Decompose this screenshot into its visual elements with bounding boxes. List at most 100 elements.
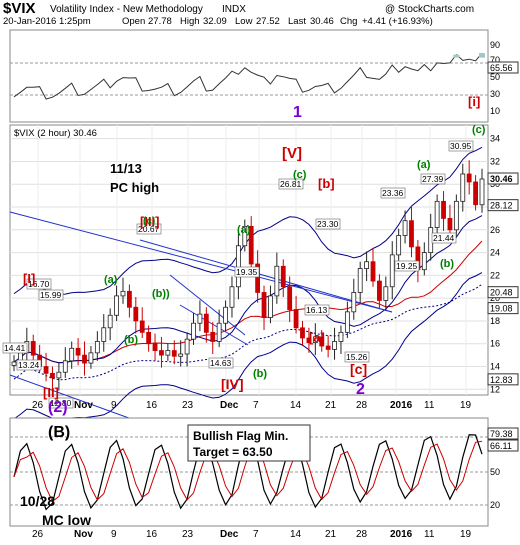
candle-body <box>434 200 440 228</box>
x-label-bottom: 14 <box>290 529 302 540</box>
value-label: 12.80 <box>50 398 72 408</box>
open-label: Open <box>122 16 145 27</box>
candle-body <box>248 225 254 265</box>
x-label: 16 <box>146 400 158 411</box>
price-label-box <box>487 373 519 386</box>
x-label-bottom: 23 <box>182 529 194 540</box>
candle-body <box>287 286 293 310</box>
rsi-label-50: 50 <box>490 72 500 82</box>
x-axis-labels: 26 Nov 9 16 23 Dec 7 14 21 28 2016 11 19 <box>32 400 472 411</box>
price-label-box <box>487 302 519 315</box>
wave-label: (b) <box>124 334 138 346</box>
flag-line-lower <box>179 304 249 346</box>
candle-body <box>319 336 325 347</box>
wave-labels: [I] (a)(b)[II][III](c)(b))(a)[IV](b)[V](c… <box>23 94 486 400</box>
x-label-bottom: 19 <box>460 529 472 540</box>
value-label: 15.26 <box>346 352 368 362</box>
candle-body <box>203 313 209 333</box>
candle-body <box>473 181 478 206</box>
x-label-bottom: 16 <box>146 529 158 540</box>
candle-body <box>409 220 414 248</box>
value-label-box <box>48 397 74 409</box>
stoch-label-20: 20 <box>490 500 500 510</box>
value-label-box <box>2 342 28 354</box>
x-label-bottom: 26 <box>32 529 44 540</box>
value-label-box <box>16 359 42 371</box>
candle-body <box>344 311 350 333</box>
price-label-box <box>487 172 519 185</box>
candle-body <box>216 322 222 342</box>
price-label: 30.46 <box>490 174 513 184</box>
source: @ StockCharts.com <box>385 4 474 15</box>
candle-body <box>107 314 113 329</box>
price-label: 20.48 <box>490 288 513 298</box>
candle-body <box>453 200 459 231</box>
wave-label: [i] <box>468 94 480 109</box>
candle-body <box>370 261 376 282</box>
candle-body <box>293 309 299 329</box>
x-label-bottom: 2016 <box>390 529 413 540</box>
candle-body <box>338 331 344 342</box>
candle-body <box>441 200 446 219</box>
rsi-label-70: 70 <box>490 55 500 65</box>
value-label-box <box>304 304 330 316</box>
mc-low-date: 10/28 <box>20 493 55 509</box>
value-label-box <box>136 223 162 235</box>
x-label-bottom: 11 <box>424 529 435 540</box>
value-label: 14.63 <box>210 358 232 368</box>
x-label: 21 <box>325 400 337 411</box>
x-label: 19 <box>460 400 472 411</box>
x-label: Nov <box>74 400 93 411</box>
wave-label: (a) <box>237 224 251 236</box>
value-label-box <box>394 260 420 272</box>
value-label: 20.67 <box>138 224 160 234</box>
x-axis-labels-bottom: 26 Nov 9 16 23 Dec 7 14 21 28 2016 11 19 <box>32 529 472 540</box>
upper-band <box>13 146 483 295</box>
y-tick-16: 16 <box>490 339 500 349</box>
candle-body <box>479 178 485 206</box>
wave-label: [III] <box>140 214 160 229</box>
x-label: 26 <box>32 400 44 411</box>
wave-label: [a] <box>309 330 325 345</box>
candle-body <box>126 290 132 308</box>
date: 20-Jan-2016 1:25pm <box>3 16 91 27</box>
value-label-box <box>38 289 64 301</box>
y-tick-24: 24 <box>490 248 500 258</box>
y-tick-18: 18 <box>490 316 500 326</box>
wave-label: [IV] <box>221 376 244 392</box>
rsi-label-30: 30 <box>490 89 500 99</box>
x-label: 11 <box>424 400 435 411</box>
candle-body <box>235 245 241 288</box>
x-label-bottom: Dec <box>220 529 239 540</box>
value-label-box <box>431 232 457 244</box>
value-label: 23.36 <box>382 188 404 198</box>
bullish-flag-line1: Bullish Flag Min. <box>193 429 288 443</box>
candle-body <box>30 341 36 356</box>
rsi-value: 65.56 <box>490 63 513 73</box>
x-label: 23 <box>182 400 194 411</box>
x-label-bottom: 28 <box>356 529 368 540</box>
y-tick-32: 32 <box>490 156 500 166</box>
x-label: 7 <box>253 400 259 411</box>
x-label: 28 <box>356 400 368 411</box>
main-legend: $VIX (2 hour) 30.46 <box>14 128 97 139</box>
wave-label: [b] <box>318 176 335 191</box>
wave-label: (c) <box>143 216 155 227</box>
x-label: Dec <box>220 400 239 411</box>
candle-body <box>357 268 363 293</box>
wave-label: (b) <box>440 258 454 270</box>
pc-high-text: PC high <box>110 180 159 195</box>
value-label: 13.24 <box>18 360 40 370</box>
value-label: 26.81 <box>280 179 302 189</box>
candle-body <box>171 350 177 357</box>
candle-body <box>75 347 81 356</box>
bullish-flag-line2: Target = 63.50 <box>193 445 273 459</box>
rsi-label-90: 90 <box>490 40 500 50</box>
rsi-fill-segment <box>453 54 460 58</box>
candle-body <box>280 265 286 288</box>
candle-body <box>146 331 152 345</box>
value-label: 16.13 <box>306 305 328 315</box>
x-label-bottom: 7 <box>253 529 259 540</box>
main-grid: 121416182022242628303234 <box>10 125 500 395</box>
